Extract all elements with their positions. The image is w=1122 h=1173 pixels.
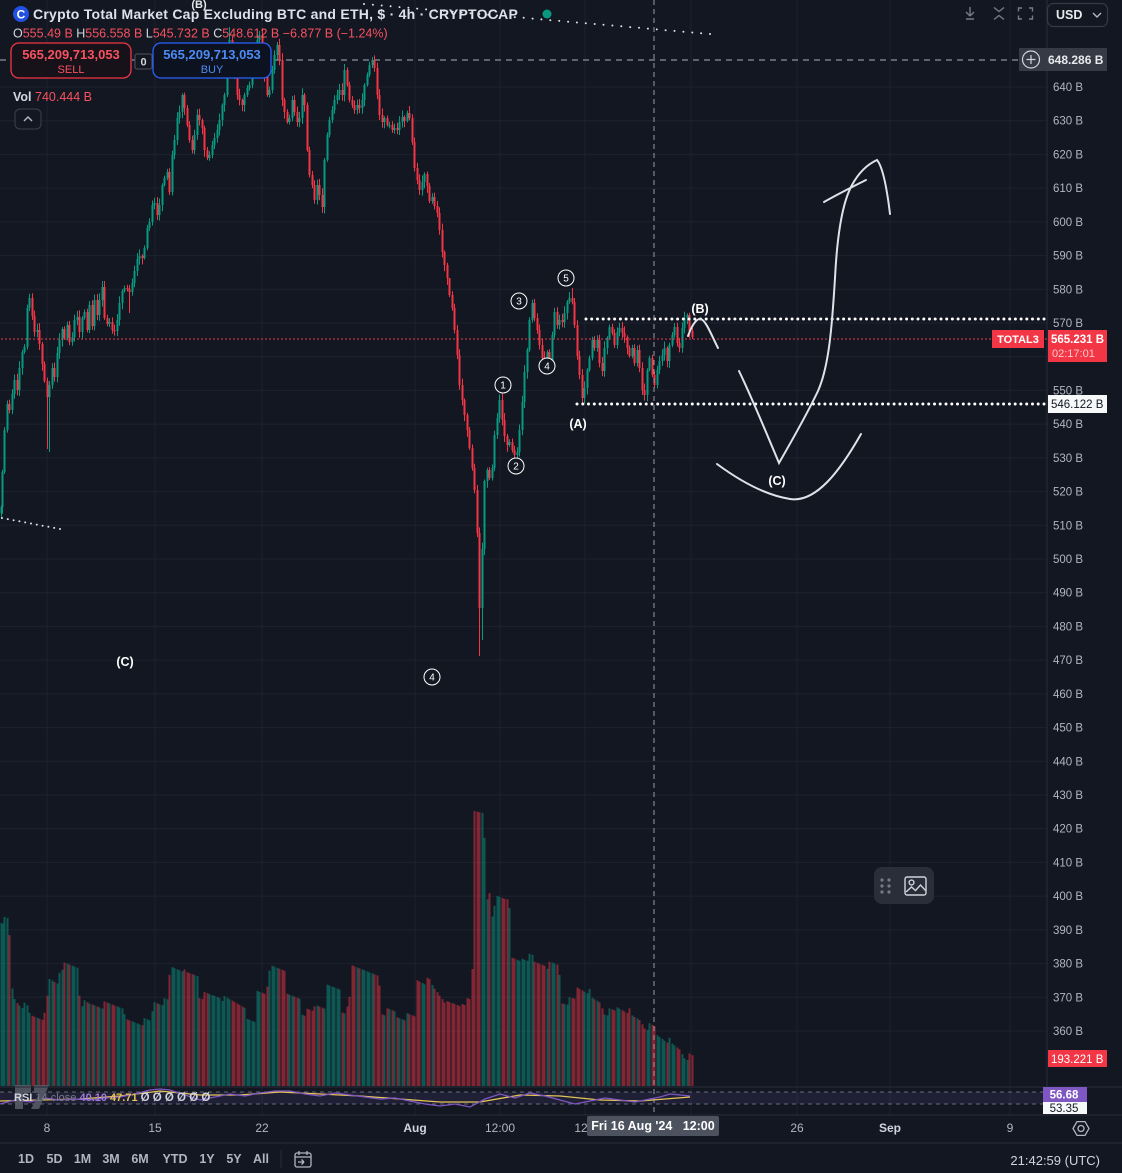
svg-text:Crypto Total Market Cap Exclud: Crypto Total Market Cap Excluding BTC an… xyxy=(33,6,518,22)
svg-text:590 B: 590 B xyxy=(1053,251,1083,263)
svg-text:USD: USD xyxy=(1056,8,1082,22)
svg-text:640 B: 640 B xyxy=(1053,82,1083,94)
svg-text:4: 4 xyxy=(544,362,550,373)
svg-text:(A): (A) xyxy=(569,417,586,431)
svg-text:600 B: 600 B xyxy=(1053,217,1083,229)
svg-text:630 B: 630 B xyxy=(1053,116,1083,128)
svg-text:O555.49 B H556.558 B L545.73: O555.49 B H556.558 B L545.732 B C548.612… xyxy=(13,27,388,41)
svg-text:580 B: 580 B xyxy=(1053,284,1083,296)
svg-text:(B): (B) xyxy=(191,0,207,11)
svg-text:(C): (C) xyxy=(116,655,133,669)
svg-text:510 B: 510 B xyxy=(1053,520,1083,532)
svg-text:4: 4 xyxy=(429,673,435,684)
svg-text:(B): (B) xyxy=(691,302,708,316)
svg-text:520 B: 520 B xyxy=(1053,487,1083,499)
svg-text:Vol 740.444 B: Vol 740.444 B xyxy=(13,90,92,104)
svg-text:460 B: 460 B xyxy=(1053,689,1083,701)
svg-text:400 B: 400 B xyxy=(1053,891,1083,903)
svg-text:15: 15 xyxy=(148,1121,162,1135)
svg-text:490 B: 490 B xyxy=(1053,588,1083,600)
svg-text:9: 9 xyxy=(1007,1121,1014,1135)
svg-text:1M: 1M xyxy=(74,1152,91,1166)
svg-text:53.35: 53.35 xyxy=(1050,1103,1079,1115)
svg-text:648.286 B: 648.286 B xyxy=(1048,53,1104,67)
svg-text:3M: 3M xyxy=(102,1152,119,1166)
svg-text:450 B: 450 B xyxy=(1053,723,1083,735)
svg-text:3: 3 xyxy=(516,297,522,308)
svg-text:C: C xyxy=(17,8,26,22)
svg-text:RSI 14 close 40.10 47.71 Ø Ø: RSI 14 close 40.10 47.71 Ø Ø Ø Ø Ø Ø xyxy=(14,1092,210,1104)
svg-text:BUY: BUY xyxy=(201,64,224,76)
svg-text:Aug: Aug xyxy=(403,1121,426,1135)
svg-text:(C): (C) xyxy=(768,474,785,488)
svg-text:TOTAL3: TOTAL3 xyxy=(997,334,1039,346)
svg-text:540 B: 540 B xyxy=(1053,419,1083,431)
svg-text:390 B: 390 B xyxy=(1053,925,1083,937)
svg-text:5Y: 5Y xyxy=(226,1152,242,1166)
svg-text:620 B: 620 B xyxy=(1053,149,1083,161)
svg-text:570 B: 570 B xyxy=(1053,318,1083,330)
svg-text:500 B: 500 B xyxy=(1053,554,1083,566)
svg-text:530 B: 530 B xyxy=(1053,453,1083,465)
svg-text:12:00: 12:00 xyxy=(485,1121,515,1135)
svg-text:1: 1 xyxy=(500,381,506,392)
svg-text:Sep: Sep xyxy=(879,1121,901,1135)
svg-text:1Y: 1Y xyxy=(199,1152,215,1166)
svg-text:6M: 6M xyxy=(131,1152,148,1166)
svg-text:420 B: 420 B xyxy=(1053,824,1083,836)
svg-text:8: 8 xyxy=(44,1121,51,1135)
svg-text:565,209,713,053: 565,209,713,053 xyxy=(163,47,261,62)
svg-text:410 B: 410 B xyxy=(1053,857,1083,869)
svg-text:2: 2 xyxy=(513,462,519,473)
svg-text:380 B: 380 B xyxy=(1053,959,1083,971)
svg-text:26: 26 xyxy=(790,1121,804,1135)
svg-text:Fri 16 Aug '24 12:00: Fri 16 Aug '24 12:00 xyxy=(591,1119,714,1133)
svg-text:480 B: 480 B xyxy=(1053,621,1083,633)
svg-text:360 B: 360 B xyxy=(1053,1026,1083,1038)
svg-text:565,209,713,053: 565,209,713,053 xyxy=(22,47,120,62)
svg-text:565.231 B: 565.231 B xyxy=(1051,334,1104,346)
svg-text:12: 12 xyxy=(574,1121,588,1135)
svg-text:550 B: 550 B xyxy=(1053,385,1083,397)
svg-text:440 B: 440 B xyxy=(1053,756,1083,768)
svg-text:All: All xyxy=(253,1152,269,1166)
svg-text:21:42:59 (UTC): 21:42:59 (UTC) xyxy=(1010,1153,1100,1168)
svg-text:0: 0 xyxy=(140,57,146,69)
svg-text:546.122 B: 546.122 B xyxy=(1051,399,1104,411)
svg-text:193.221 B: 193.221 B xyxy=(1051,1054,1104,1066)
svg-text:02:17:01: 02:17:01 xyxy=(1052,348,1095,360)
svg-text:YTD: YTD xyxy=(163,1152,188,1166)
svg-text:430 B: 430 B xyxy=(1053,790,1083,802)
svg-text:22: 22 xyxy=(255,1121,269,1135)
svg-text:SELL: SELL xyxy=(58,64,85,76)
svg-text:470 B: 470 B xyxy=(1053,655,1083,667)
svg-text:56.68: 56.68 xyxy=(1050,1090,1079,1102)
svg-text:5D: 5D xyxy=(47,1152,63,1166)
svg-text:1D: 1D xyxy=(18,1152,34,1166)
svg-text:610 B: 610 B xyxy=(1053,183,1083,195)
svg-text:370 B: 370 B xyxy=(1053,992,1083,1004)
svg-text:5: 5 xyxy=(563,274,569,285)
